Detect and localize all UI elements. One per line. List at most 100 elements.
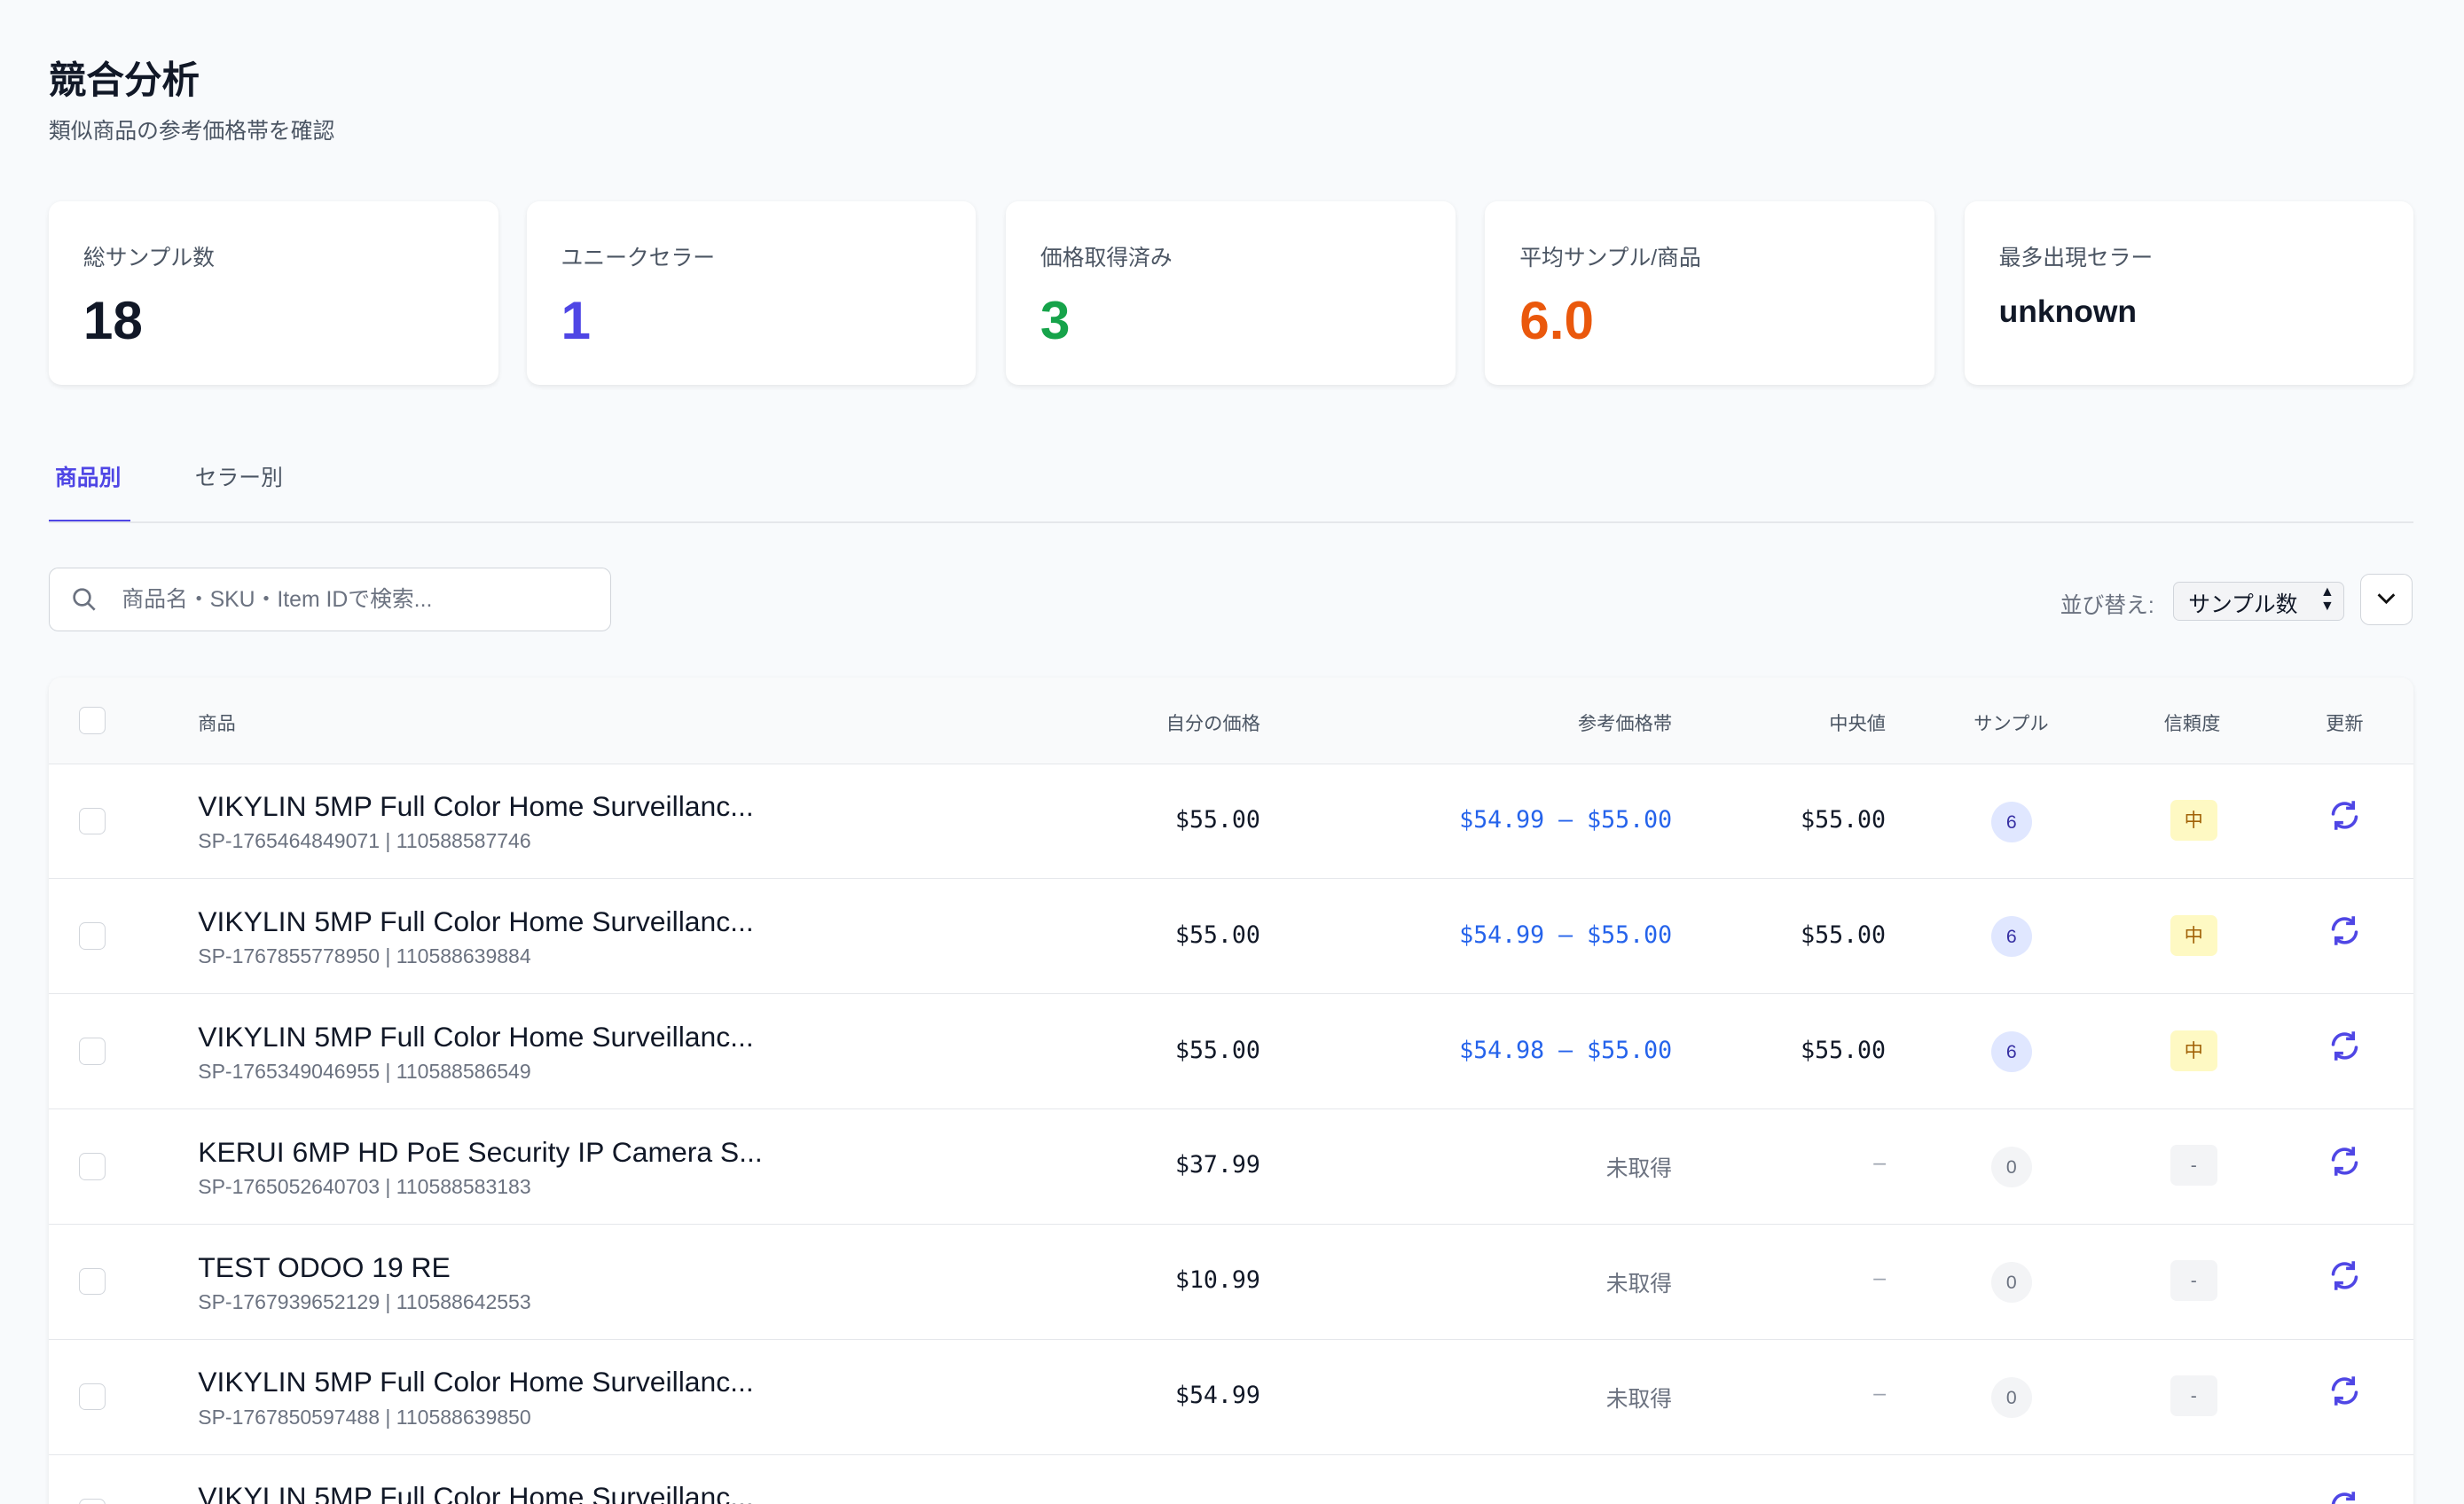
confidence-badge: 中 — [2170, 1030, 2217, 1071]
products-table: 商品 自分の価格 参考価格帯 中央値 サンプル 信頼度 更新 VIKYLIN 5… — [48, 677, 2414, 1504]
table-row: VIKYLIN 5MP Full Color Home Surveillanc.… — [48, 994, 2414, 1110]
tab-by-product[interactable]: 商品別 — [55, 466, 122, 491]
product-sku-item-id: SP-1767850597488 | 110588639850 — [198, 1405, 531, 1429]
select-arrows-icon: ▲ ▼ — [2320, 584, 2335, 614]
table-row: VIKYLIN 5MP Full Color Home Surveillanc.… — [49, 1454, 2413, 1504]
chevron-down-icon — [2377, 593, 2396, 605]
reference-price-range: 未取得 — [1605, 1273, 1673, 1297]
product-name[interactable]: VIKYLIN 5MP Full Color Home Surveillanc.… — [198, 905, 754, 937]
row-checkbox[interactable] — [78, 1268, 106, 1296]
reference-price-range: $54.99 – $55.00 — [1459, 920, 1673, 949]
refresh-icon[interactable] — [2327, 1374, 2362, 1408]
table-row: VIKYLIN 5MP Full Color Home Surveillanc.… — [48, 879, 2414, 995]
header-my-price: 自分の価格 — [1165, 713, 1260, 735]
page-title: 競合分析 — [48, 59, 200, 102]
row-checkbox[interactable] — [78, 807, 106, 834]
tabs-divider — [48, 521, 2414, 523]
my-price: $55.00 — [1174, 1036, 1260, 1064]
sample-count-badge: 0 — [1990, 1262, 2032, 1304]
my-price: $37.99 — [1174, 1151, 1260, 1179]
stat-value: 18 — [82, 289, 143, 350]
my-price: $10.99 — [1174, 1266, 1260, 1295]
sample-count-badge: 6 — [1990, 1031, 2032, 1073]
refresh-icon[interactable] — [2327, 913, 2362, 948]
product-name[interactable]: VIKYLIN 5MP Full Color Home Surveillanc.… — [198, 1020, 754, 1053]
active-tab-indicator — [48, 520, 131, 523]
tab-by-seller[interactable]: セラー別 — [194, 466, 283, 491]
header-samples: サンプル — [1974, 713, 2049, 735]
select-all-checkbox[interactable] — [78, 707, 106, 734]
stat-value: 1 — [561, 289, 591, 350]
product-name[interactable]: VIKYLIN 5MP Full Color Home Surveillanc.… — [198, 1481, 754, 1504]
table-header: 商品 自分の価格 参考価格帯 中央値 サンプル 信頼度 更新 — [48, 677, 2414, 765]
row-checkbox[interactable] — [78, 922, 106, 950]
stat-card: 価格取得済み 3 — [1005, 200, 1456, 386]
stat-value: 6.0 — [1519, 289, 1594, 350]
refresh-icon[interactable] — [2327, 1258, 2362, 1293]
table-row: VIKYLIN 5MP Full Color Home Surveillanc.… — [48, 764, 2414, 880]
median-price: – — [1873, 1266, 1887, 1291]
refresh-icon[interactable] — [2327, 1489, 2362, 1504]
sort-direction-button[interactable] — [2360, 573, 2413, 626]
median-price: $55.00 — [1801, 920, 1887, 949]
confidence-badge: - — [2170, 1145, 2217, 1187]
stat-card: 平均サンプル/商品 6.0 — [1485, 200, 1934, 386]
product-sku-item-id: SP-1765464849071 | 110588587746 — [198, 829, 531, 853]
reference-price-range: $54.98 – $55.00 — [1459, 1036, 1673, 1064]
stat-label: 最多出現セラー — [1998, 247, 2154, 271]
product-sku-item-id: SP-1765052640703 | 110588583183 — [198, 1175, 531, 1199]
stat-card: 最多出現セラー unknown — [1964, 200, 2414, 386]
table-row: TEST ODOO 19 RE SP-1767939652129 | 11058… — [48, 1224, 2414, 1340]
median-price: $55.00 — [1801, 805, 1887, 834]
stat-label: 価格取得済み — [1040, 247, 1173, 271]
my-price: $55.00 — [1174, 920, 1260, 949]
header-median: 中央値 — [1829, 713, 1887, 735]
search-input[interactable] — [118, 568, 597, 633]
row-checkbox[interactable] — [78, 1383, 106, 1411]
header-update: 更新 — [2326, 713, 2364, 735]
confidence-badge: - — [2170, 1260, 2217, 1302]
confidence-badge: - — [2170, 1375, 2217, 1417]
refresh-icon[interactable] — [2327, 1029, 2362, 1063]
sample-count-badge: 6 — [1990, 801, 2032, 842]
median-price: $55.00 — [1801, 1036, 1887, 1064]
sort-label: 並び替え: — [2060, 593, 2154, 618]
sample-count-badge: 0 — [1990, 1147, 2032, 1188]
product-name[interactable]: KERUI 6MP HD PoE Security IP Camera S... — [198, 1135, 763, 1168]
stat-card: 総サンプル数 18 — [48, 200, 498, 386]
refresh-icon[interactable] — [2327, 1144, 2362, 1179]
page-subtitle: 類似商品の参考価格帯を確認 — [48, 119, 335, 144]
product-sku-item-id: SP-1765349046955 | 110588586549 — [198, 1060, 531, 1084]
confidence-badge: 中 — [2170, 914, 2217, 956]
stat-label: 総サンプル数 — [82, 247, 215, 271]
row-checkbox[interactable] — [78, 1153, 106, 1180]
refresh-icon[interactable] — [2327, 798, 2362, 833]
stat-value: unknown — [1998, 294, 2138, 330]
median-price: – — [1873, 1382, 1887, 1406]
product-name[interactable]: VIKYLIN 5MP Full Color Home Surveillanc.… — [198, 790, 754, 823]
sample-count-badge: 0 — [1990, 1376, 2032, 1418]
reference-price-range: 未取得 — [1605, 1157, 1673, 1182]
product-sku-item-id: SP-1767939652129 | 110588642553 — [198, 1289, 531, 1313]
stat-card: ユニークセラー 1 — [526, 200, 977, 386]
stat-label: 平均サンプル/商品 — [1519, 247, 1701, 271]
my-price: $54.99 — [1174, 1382, 1260, 1410]
row-checkbox[interactable] — [78, 1498, 106, 1504]
product-name[interactable]: VIKYLIN 5MP Full Color Home Surveillanc.… — [198, 1366, 754, 1398]
product-name[interactable]: TEST ODOO 19 RE — [198, 1250, 451, 1283]
header-product: 商品 — [198, 713, 236, 735]
sort-select[interactable]: サンプル数 ▲ ▼ — [2173, 581, 2345, 621]
confidence-badge: 中 — [2170, 799, 2217, 841]
reference-price-range: 未取得 — [1605, 1388, 1673, 1413]
median-price: – — [1873, 1151, 1887, 1176]
stat-label: ユニークセラー — [561, 247, 716, 271]
table-row: VIKYLIN 5MP Full Color Home Surveillanc.… — [48, 1339, 2414, 1455]
row-checkbox[interactable] — [78, 1038, 106, 1065]
stat-value: 3 — [1040, 289, 1071, 350]
my-price: $55.00 — [1174, 805, 1260, 834]
sample-count-badge: 6 — [1990, 916, 2032, 958]
product-sku-item-id: SP-1767855778950 | 110588639884 — [198, 944, 531, 968]
header-confidence: 信頼度 — [2163, 713, 2221, 735]
sort-selected-value: サンプル数 — [2188, 592, 2298, 617]
